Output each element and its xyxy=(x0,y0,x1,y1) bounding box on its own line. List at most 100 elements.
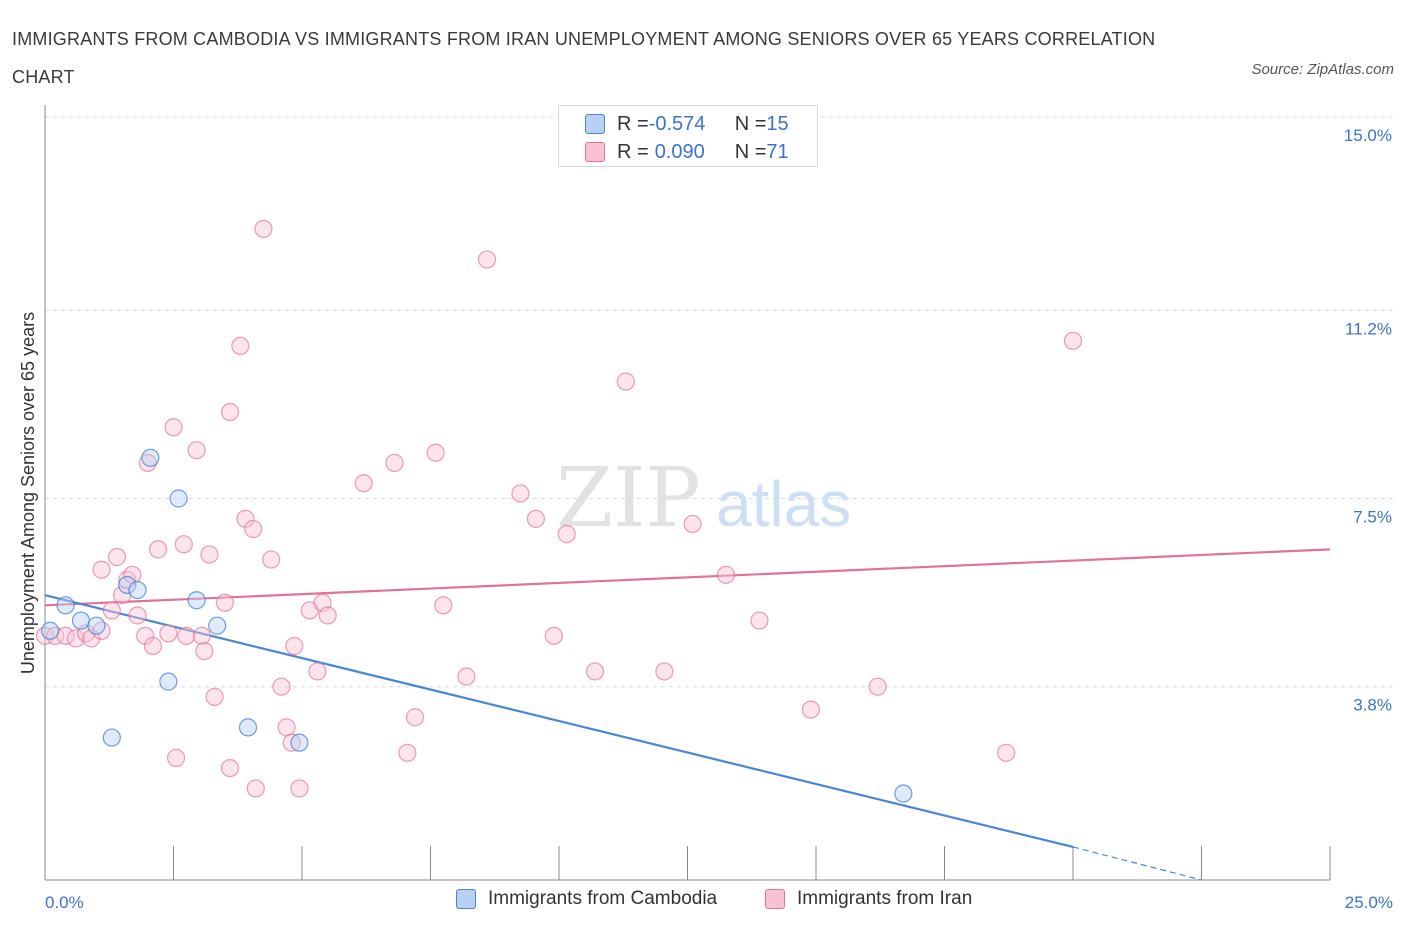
cambodia-point xyxy=(169,489,188,508)
cambodia-trend-line xyxy=(44,594,1074,849)
n-value: 71 xyxy=(766,140,789,163)
iran-point xyxy=(544,626,563,645)
cambodia-point xyxy=(290,733,309,752)
cambodia-point xyxy=(208,616,227,635)
iran-point xyxy=(398,743,417,762)
iran-swatch xyxy=(585,142,605,162)
iran-point xyxy=(159,624,178,643)
n-label: N = xyxy=(734,112,767,135)
cambodia-point xyxy=(187,591,206,610)
y-tick-label: 11.2% xyxy=(1345,319,1392,338)
iran-swatch xyxy=(765,889,785,909)
iran-point xyxy=(277,718,296,737)
n-value: 15 xyxy=(766,112,789,135)
iran-point xyxy=(244,519,263,539)
iran-point xyxy=(585,662,605,681)
cambodia-point xyxy=(71,611,91,630)
legend-item-iran[interactable]: Immigrants from Iran xyxy=(765,888,972,910)
iran-point xyxy=(426,443,445,462)
y-tick-label: 7.5% xyxy=(1353,508,1392,527)
cambodia-point xyxy=(159,672,178,691)
iran-point xyxy=(128,606,147,625)
iran-point xyxy=(801,700,820,719)
iran-point xyxy=(477,250,497,269)
cambodia-trend-extension xyxy=(1072,846,1202,881)
y-axis-label: Unemployment Among Seniors over 65 years xyxy=(18,312,38,674)
grid xyxy=(45,116,1394,688)
iran-point xyxy=(655,662,674,681)
watermark: ZIP atlas xyxy=(556,451,851,546)
x-tick-label: 25.0% xyxy=(1345,893,1393,912)
iran-point xyxy=(231,336,250,355)
iran-point xyxy=(136,626,155,645)
iran-point xyxy=(220,402,240,422)
r-label: R = xyxy=(617,140,649,163)
iran-point xyxy=(246,779,265,798)
iran-point xyxy=(164,418,183,437)
iran-point xyxy=(868,677,887,696)
cambodia-point xyxy=(128,580,147,600)
iran-point xyxy=(385,453,404,472)
iran-point xyxy=(205,687,224,706)
iran-point xyxy=(254,219,273,239)
n-label: N = xyxy=(734,140,767,163)
trend-lines xyxy=(44,548,1331,881)
legend-row-iran: R = 0.090 N = 71 xyxy=(585,138,789,166)
iran-point xyxy=(220,758,240,778)
cambodia-point xyxy=(102,728,121,747)
x-tick-label: 0.0% xyxy=(45,893,84,912)
legend-label-cambodia: Immigrants from Cambodia xyxy=(488,888,718,909)
cambodia-point xyxy=(87,616,106,635)
iran-point xyxy=(174,535,193,554)
iran-point xyxy=(102,601,121,620)
iran-point xyxy=(290,779,309,798)
iran-point xyxy=(997,743,1016,762)
axis-labels: 3.8% 7.5% 11.2% 15.0% 0.0% 25.0% xyxy=(45,126,1393,912)
iran-point xyxy=(716,565,736,584)
iran-point xyxy=(92,560,111,579)
iran-point xyxy=(1063,331,1083,350)
iran-point xyxy=(143,636,163,656)
cambodia-swatch xyxy=(456,889,476,909)
iran-point xyxy=(285,636,304,656)
iran-point xyxy=(434,596,453,615)
r-value: -0.574 xyxy=(648,112,706,135)
cambodia-swatch xyxy=(585,114,605,134)
iran-point xyxy=(282,733,301,752)
iran-point xyxy=(200,545,219,564)
iran-point xyxy=(166,748,186,768)
watermark-atlas: atlas xyxy=(716,468,851,540)
iran-point xyxy=(236,509,255,528)
iran-point xyxy=(308,662,327,681)
iran-point xyxy=(35,626,55,645)
y-tick-label: 3.8% xyxy=(1353,696,1392,715)
iran-point xyxy=(457,667,476,686)
iran-trend-line xyxy=(44,548,1331,607)
iran-point xyxy=(557,525,576,544)
cambodia-point xyxy=(56,596,75,615)
iran-point xyxy=(750,611,769,630)
iran-point xyxy=(215,593,234,612)
r-value: 0.090 xyxy=(654,140,705,163)
iran-point xyxy=(177,626,196,645)
r-label: R = xyxy=(617,112,649,135)
legend-row-cambodia: R = -0.574 N = 15 xyxy=(585,110,789,138)
cambodia-point xyxy=(118,575,137,595)
chart-title: IMMIGRANTS FROM CAMBODIA VS IMMIGRANTS F… xyxy=(12,29,1156,87)
cambodia-point xyxy=(41,621,60,640)
legend-item-cambodia[interactable]: Immigrants from Cambodia xyxy=(456,888,717,910)
iran-point xyxy=(46,626,65,645)
iran-point xyxy=(526,509,545,528)
iran-point xyxy=(107,547,127,567)
legend-label-iran: Immigrants from Iran xyxy=(797,888,973,909)
iran-point xyxy=(683,514,702,534)
iran-point xyxy=(148,540,168,559)
iran-point xyxy=(272,677,291,696)
iran-point xyxy=(354,474,373,493)
iran-point xyxy=(138,453,157,472)
correlation-legend: R = -0.574 N = 15 R = 0.090 N = 71 xyxy=(558,105,818,167)
iran-point xyxy=(66,629,85,648)
iran-point xyxy=(511,484,530,503)
y-tick-label: 15.0% xyxy=(1344,126,1392,145)
